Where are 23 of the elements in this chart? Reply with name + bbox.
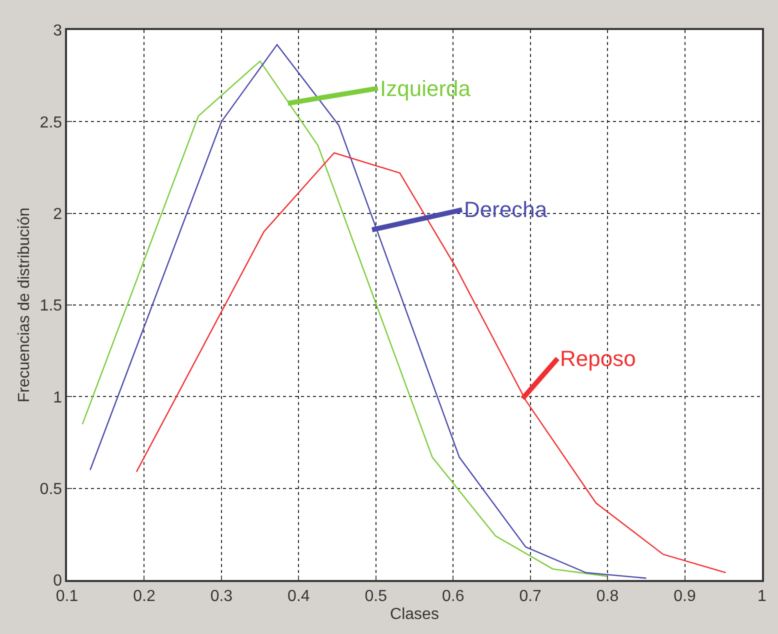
x-tick-label: 1 — [758, 588, 767, 605]
x-tick-label: 0.4 — [288, 588, 310, 605]
y-tick-label: 2.5 — [40, 114, 62, 132]
annotation: Reposo — [560, 346, 636, 371]
y-tick-label: 2 — [53, 206, 62, 223]
y-tick-label: 0.5 — [40, 480, 62, 498]
y-tick-label: 1 — [53, 389, 62, 406]
y-axis-title: Frecuencias de distribución — [16, 208, 34, 402]
line-series — [136, 152, 726, 574]
x-tick-label: 0.9 — [674, 588, 696, 605]
y-tick-label: 0 — [53, 572, 62, 590]
y-tick-label: 1.5 — [40, 298, 62, 315]
x-tick-label: 0.8 — [596, 588, 619, 605]
annotation: Derecha — [464, 197, 548, 222]
x-tick-label: 0.5 — [364, 588, 388, 605]
x-tick-label: 0.2 — [133, 588, 156, 605]
y-tick-label: 3 — [53, 22, 62, 40]
x-tick-label: 0.7 — [519, 588, 542, 605]
annotation: Izquierda — [380, 76, 472, 101]
x-tick-label: 0.1 — [56, 588, 78, 605]
x-tick-label: 0.6 — [442, 588, 464, 605]
x-tick-label: 0.3 — [210, 588, 233, 605]
x-axis-title: Clases — [390, 606, 439, 624]
